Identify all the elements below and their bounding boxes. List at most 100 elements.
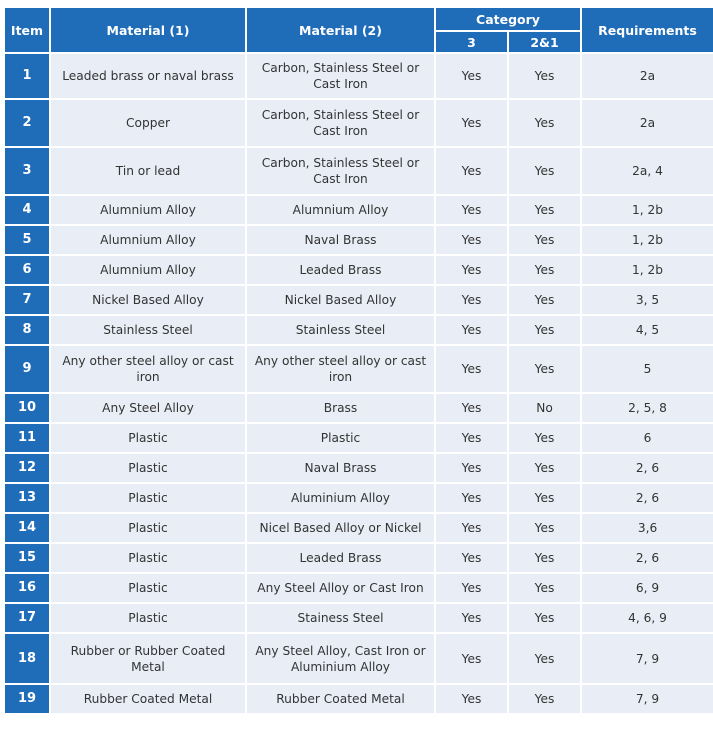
header-category-3: 3 [436,32,507,52]
cell-material-1: Any Steel Alloy [51,394,245,422]
cell-material-1: Plastic [51,604,245,632]
cell-requirements: 2, 6 [582,454,713,482]
cell-item: 17 [5,604,49,632]
cell-category-2-1: No [509,394,581,422]
cell-category-2-1: Yes [509,286,581,314]
cell-material-2: Stainess Steel [247,604,434,632]
cell-requirements: 2, 5, 8 [582,394,713,422]
cell-requirements: 2a [582,54,713,98]
table-row: 9 Any other steel alloy or cast iron Any… [5,346,713,392]
cell-material-2: Carbon, Stainless Steel or Cast Iron [247,100,434,146]
cell-category-2-1: Yes [509,196,581,224]
cell-category-3: Yes [436,54,507,98]
cell-category-2-1: Yes [509,604,581,632]
materials-compatibility-table: Item Material (1) Material (2) Category … [3,6,713,715]
cell-requirements: 2a [582,100,713,146]
cell-material-2: Any Steel Alloy or Cast Iron [247,574,434,602]
cell-category-2-1: Yes [509,346,581,392]
cell-item: 13 [5,484,49,512]
cell-material-1: Plastic [51,424,245,452]
cell-category-3: Yes [436,634,507,683]
cell-category-3: Yes [436,514,507,542]
cell-category-3: Yes [436,256,507,284]
cell-material-1: Any other steel alloy or cast iron [51,346,245,392]
table-row: 11 Plastic Plastic Yes Yes 6 [5,424,713,452]
cell-material-1: Plastic [51,574,245,602]
cell-material-1: Plastic [51,484,245,512]
cell-material-1: Plastic [51,454,245,482]
cell-item: 18 [5,634,49,683]
table-row: 15 Plastic Leaded Brass Yes Yes 2, 6 [5,544,713,572]
cell-item: 11 [5,424,49,452]
table-row: 10 Any Steel Alloy Brass Yes No 2, 5, 8 [5,394,713,422]
cell-material-2: Plastic [247,424,434,452]
cell-category-3: Yes [436,604,507,632]
cell-category-2-1: Yes [509,316,581,344]
header-category: Category [436,8,581,30]
cell-requirements: 7, 9 [582,685,713,713]
table-row: 13 Plastic Aluminium Alloy Yes Yes 2, 6 [5,484,713,512]
cell-material-1: Rubber or Rubber Coated Metal [51,634,245,683]
cell-item: 7 [5,286,49,314]
cell-item: 9 [5,346,49,392]
cell-category-3: Yes [436,316,507,344]
cell-requirements: 6, 9 [582,574,713,602]
cell-requirements: 3, 5 [582,286,713,314]
cell-category-3: Yes [436,286,507,314]
cell-material-1: Plastic [51,514,245,542]
table-row: 1 Leaded brass or naval brass Carbon, St… [5,54,713,98]
cell-category-2-1: Yes [509,256,581,284]
cell-material-1: Alumnium Alloy [51,256,245,284]
cell-material-2: Naval Brass [247,226,434,254]
cell-item: 15 [5,544,49,572]
cell-item: 16 [5,574,49,602]
table-row: 14 Plastic Nicel Based Alloy or Nickel Y… [5,514,713,542]
table-row: 19 Rubber Coated Metal Rubber Coated Met… [5,685,713,713]
cell-category-3: Yes [436,346,507,392]
cell-requirements: 6 [582,424,713,452]
cell-category-2-1: Yes [509,544,581,572]
cell-category-2-1: Yes [509,685,581,713]
cell-category-3: Yes [436,454,507,482]
cell-material-2: Naval Brass [247,454,434,482]
cell-category-3: Yes [436,484,507,512]
table-row: 18 Rubber or Rubber Coated Metal Any Ste… [5,634,713,683]
cell-item: 6 [5,256,49,284]
cell-category-2-1: Yes [509,634,581,683]
cell-requirements: 5 [582,346,713,392]
cell-material-2: Nickel Based Alloy [247,286,434,314]
table-header: Item Material (1) Material (2) Category … [5,8,713,52]
cell-item: 5 [5,226,49,254]
cell-category-3: Yes [436,100,507,146]
cell-material-2: Carbon, Stainless Steel or Cast Iron [247,54,434,98]
cell-item: 19 [5,685,49,713]
cell-material-2: Any Steel Alloy, Cast Iron or Aluminium … [247,634,434,683]
cell-requirements: 2, 6 [582,544,713,572]
cell-category-2-1: Yes [509,514,581,542]
cell-item: 3 [5,148,49,194]
cell-category-2-1: Yes [509,100,581,146]
cell-category-3: Yes [436,544,507,572]
cell-category-3: Yes [436,685,507,713]
cell-material-2: Leaded Brass [247,256,434,284]
cell-material-2: Carbon, Stainless Steel or Cast Iron [247,148,434,194]
materials-table-container: Item Material (1) Material (2) Category … [5,8,713,715]
cell-item: 1 [5,54,49,98]
cell-item: 2 [5,100,49,146]
table-row: 2 Copper Carbon, Stainless Steel or Cast… [5,100,713,146]
table-row: 4 Alumnium Alloy Alumnium Alloy Yes Yes … [5,196,713,224]
cell-category-2-1: Yes [509,226,581,254]
cell-material-2: Brass [247,394,434,422]
cell-category-2-1: Yes [509,54,581,98]
cell-category-3: Yes [436,196,507,224]
table-row: 3 Tin or lead Carbon, Stainless Steel or… [5,148,713,194]
cell-requirements: 1, 2b [582,226,713,254]
cell-requirements: 1, 2b [582,256,713,284]
cell-material-2: Leaded Brass [247,544,434,572]
header-category-2-1: 2&1 [509,32,581,52]
header-row-top: Item Material (1) Material (2) Category … [5,8,713,52]
cell-requirements: 4, 6, 9 [582,604,713,632]
cell-category-2-1: Yes [509,574,581,602]
cell-material-2: Stainless Steel [247,316,434,344]
cell-item: 8 [5,316,49,344]
